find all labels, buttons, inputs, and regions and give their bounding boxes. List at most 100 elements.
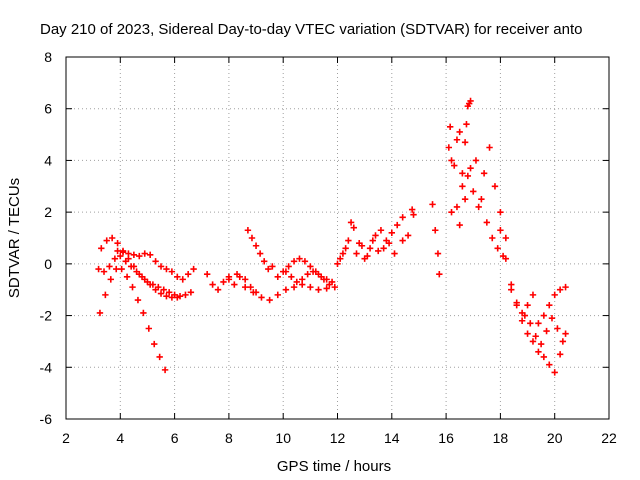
data-point <box>339 250 347 257</box>
x-tick-label: 22 <box>601 430 617 446</box>
data-point <box>113 265 120 273</box>
series-trace-f <box>244 227 276 273</box>
data-point <box>497 227 504 234</box>
data-point <box>117 252 124 260</box>
data-point <box>290 258 298 265</box>
series-trace-i <box>282 268 338 291</box>
data-point <box>168 268 176 275</box>
data-point <box>456 128 463 136</box>
data-point <box>157 290 165 297</box>
data-point <box>535 348 542 355</box>
series-trace-t <box>521 312 567 348</box>
data-point <box>535 320 542 327</box>
series-trace-a <box>96 265 169 374</box>
data-point <box>524 302 531 309</box>
data-point <box>161 366 169 374</box>
data-point <box>532 333 539 340</box>
data-point <box>184 271 192 278</box>
data-point <box>388 229 395 237</box>
series-trace-g <box>225 271 330 304</box>
data-point <box>190 265 197 273</box>
data-point <box>408 206 416 213</box>
data-point <box>320 276 328 283</box>
data-point <box>380 245 387 252</box>
data-point <box>307 283 314 291</box>
data-point <box>502 234 510 242</box>
data-point <box>562 330 569 337</box>
data-point <box>256 250 264 257</box>
data-point <box>556 286 564 293</box>
data-point <box>513 299 520 306</box>
data-point <box>152 286 159 293</box>
data-point <box>461 139 469 146</box>
data-point <box>123 273 131 280</box>
data-point <box>174 273 181 280</box>
y-tick-label: 2 <box>44 204 52 220</box>
data-point <box>95 265 102 273</box>
data-point <box>182 291 189 299</box>
data-point <box>459 183 466 190</box>
data-point <box>453 136 461 143</box>
data-point <box>404 232 412 239</box>
data-point <box>309 268 317 275</box>
data-point <box>551 291 558 299</box>
data-point <box>152 258 159 265</box>
data-point <box>248 234 256 242</box>
data-point <box>307 263 314 270</box>
data-point <box>529 338 537 345</box>
data-point <box>156 353 163 361</box>
series-trace-k <box>337 219 398 262</box>
y-tick-label: 8 <box>44 49 52 65</box>
data-point <box>540 353 548 361</box>
data-points <box>95 97 569 376</box>
data-point <box>399 237 406 244</box>
grid-lines <box>66 57 609 419</box>
data-point <box>529 291 537 299</box>
data-point <box>119 249 127 256</box>
data-point <box>518 317 526 324</box>
data-point <box>125 250 132 257</box>
data-point <box>448 208 455 216</box>
data-point <box>136 252 143 260</box>
data-point <box>429 201 436 208</box>
data-point <box>96 309 104 317</box>
data-point <box>543 327 550 335</box>
data-point <box>385 239 393 247</box>
series-trace-r <box>497 227 569 376</box>
data-point <box>461 196 469 203</box>
data-point <box>241 283 249 291</box>
data-point <box>521 312 529 319</box>
data-point <box>233 271 241 278</box>
data-point <box>114 239 121 247</box>
data-point <box>315 271 322 278</box>
data-point <box>342 245 349 252</box>
data-point <box>285 263 292 270</box>
data-point <box>220 278 227 286</box>
data-point <box>141 250 148 257</box>
data-point <box>323 285 330 292</box>
data-point <box>463 121 470 128</box>
data-point <box>537 340 545 348</box>
x-tick-label: 8 <box>225 430 233 446</box>
data-point <box>556 351 564 358</box>
data-point <box>554 325 561 332</box>
series-trace-e <box>203 271 260 296</box>
data-point <box>445 144 453 151</box>
tick-marks: 2 4 6 8 10 12 14 16 18 20 22 -6 -4 -2 0 2 4 6 8 <box>40 49 617 446</box>
data-point <box>102 291 109 299</box>
data-point <box>163 265 170 273</box>
data-point <box>377 227 385 234</box>
data-point <box>524 330 531 337</box>
x-tick-label: 10 <box>275 430 291 446</box>
data-point <box>559 338 567 345</box>
data-point <box>347 219 355 226</box>
data-point <box>130 251 138 259</box>
data-point <box>103 237 110 244</box>
data-point <box>486 144 493 151</box>
y-tick-label: 6 <box>44 101 52 117</box>
series-trace-h <box>274 255 336 286</box>
series-trace-m <box>429 201 443 278</box>
data-point <box>282 268 290 275</box>
x-axis-label: GPS time / hours <box>277 458 391 475</box>
